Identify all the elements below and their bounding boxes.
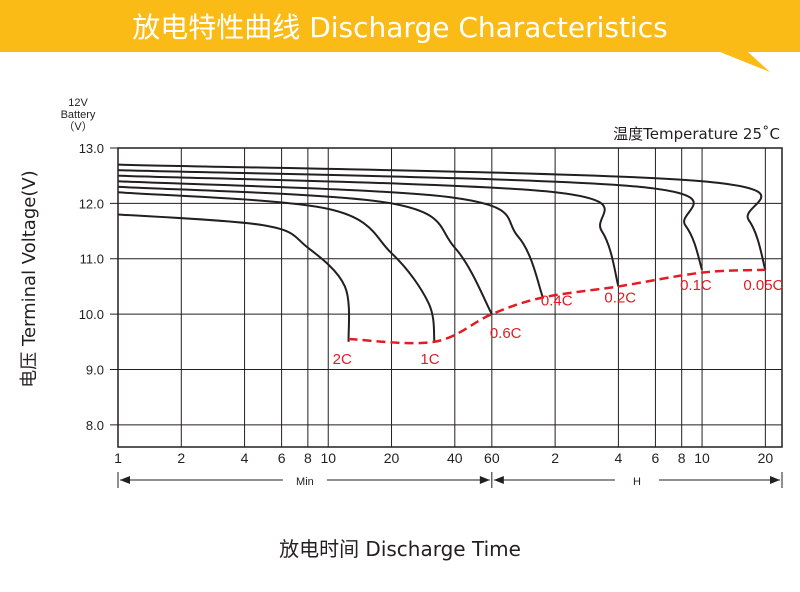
x-tick-label-h: 8 (678, 450, 686, 466)
curve-0_2C (117, 174, 620, 287)
x-tick-label-h: 6 (652, 450, 660, 466)
x-tick-label-min: 6 (278, 450, 286, 466)
y-axis-title: 电压 Terminal Voltage(V) (19, 170, 40, 388)
y-unit-line-3: （V） (63, 121, 93, 133)
banner (0, 0, 800, 72)
x-tick-label-min: 60 (484, 450, 500, 466)
y-unit-line-1: 12V (68, 97, 88, 109)
y-tick-label: 9.0 (86, 362, 104, 377)
plot-frame (117, 147, 783, 448)
curve-0_4C (117, 180, 544, 298)
series-label: 1C (420, 351, 439, 368)
y-unit-line-2: Battery (60, 109, 96, 121)
temperature-note: 温度Temperature 25˚C (613, 125, 780, 143)
y-tick-label: 11.0 (80, 252, 104, 267)
y-tick-label: 12.0 (79, 196, 104, 211)
curve-2C (117, 213, 351, 342)
x-tick-label-h: 10 (694, 450, 710, 466)
curve-layer (117, 163, 767, 345)
curve-1C (117, 191, 436, 342)
curve-0_05C (117, 163, 767, 271)
series-label: 0.1C (680, 277, 712, 294)
curve-0_1C (117, 169, 704, 271)
x-tick-label-h: 4 (615, 450, 623, 466)
x-tick-label-min: 4 (241, 450, 249, 466)
banner-title: 放电特性曲线 Discharge Characteristics (132, 11, 668, 44)
banner-shape (0, 0, 800, 72)
y-unit-label: 12V Battery （V） (52, 97, 104, 133)
series-label: 0.4C (541, 293, 573, 310)
y-tick-label: 8.0 (86, 418, 104, 433)
grid-layer (110, 147, 783, 488)
x-tick-label-min: 20 (384, 450, 400, 466)
x-tick-label-min: 10 (320, 450, 336, 466)
range-h-arrow-right (770, 476, 780, 484)
range-min-arrow-right (479, 476, 490, 484)
series-label: 2C (333, 351, 352, 368)
text-layer: 13.012.011.010.09.08.01 2 4 6 8 10 20 40 60 2 4 6 8 1… (79, 141, 784, 488)
y-tick-label: 13.0 (79, 141, 104, 156)
x-tick-label-min: 40 (447, 450, 463, 466)
curve-0_6C (117, 185, 493, 315)
range-min-label: Min (296, 476, 314, 488)
x-axis-title: 放电时间 Discharge Time (279, 537, 521, 561)
range-min-arrow-left (120, 476, 130, 484)
y-tick-label: 10.0 (79, 307, 104, 322)
x-tick-label-min: 1 (114, 450, 122, 466)
series-label: 0.05C (743, 277, 783, 294)
range-h-arrow-left (493, 476, 504, 484)
end-voltage-line (348, 268, 766, 345)
x-tick-label-h: 2 (551, 450, 559, 466)
series-label: 0.6C (490, 325, 522, 342)
range-h-label: H (633, 476, 641, 488)
x-tick-label-min: 8 (304, 450, 312, 466)
series-label: 0.2C (604, 289, 636, 306)
x-tick-label-min: 2 (177, 450, 185, 466)
x-tick-label-h: 20 (758, 450, 774, 466)
